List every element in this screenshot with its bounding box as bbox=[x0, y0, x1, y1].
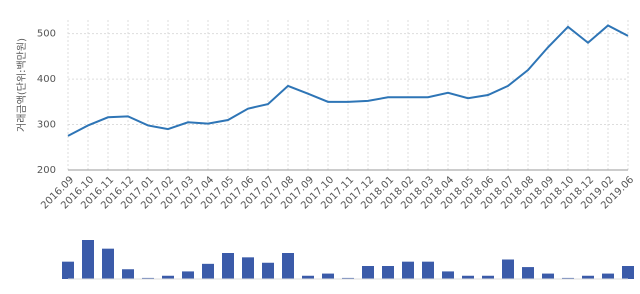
y-axis-label: 거래금액(단위:백만원) bbox=[15, 38, 28, 132]
volume-bar bbox=[522, 267, 534, 279]
volume-bar bbox=[262, 262, 274, 279]
volume-bar bbox=[482, 275, 494, 279]
volume-bar bbox=[462, 275, 474, 279]
volume-bar bbox=[622, 266, 634, 279]
volume-bar bbox=[342, 277, 354, 279]
volume-bar bbox=[162, 275, 174, 279]
volume-bar bbox=[282, 253, 294, 279]
volume-bar bbox=[502, 259, 514, 279]
volume-bar bbox=[382, 266, 394, 279]
volume-bar bbox=[322, 273, 334, 279]
volume-bar bbox=[182, 271, 194, 279]
volume-bar bbox=[102, 248, 114, 279]
volume-bar bbox=[202, 263, 214, 279]
y-tick-label: 400 bbox=[37, 74, 56, 85]
volume-bar bbox=[142, 277, 154, 279]
volume-bar bbox=[602, 273, 614, 279]
volume-bar bbox=[82, 240, 94, 279]
volume-bar bbox=[562, 277, 574, 279]
y-tick-label: 200 bbox=[37, 165, 56, 176]
volume-bar bbox=[582, 275, 594, 279]
y-tick-label: 300 bbox=[37, 120, 56, 131]
line bbox=[67, 24, 629, 137]
volume-bar bbox=[402, 261, 414, 279]
volume-bar bbox=[222, 253, 234, 279]
volume-bar bbox=[62, 261, 74, 279]
volume-bar bbox=[242, 257, 254, 279]
volume-bar bbox=[442, 271, 454, 279]
volume-bar bbox=[422, 261, 434, 279]
volume-bar bbox=[542, 273, 554, 279]
volume-bar bbox=[122, 269, 134, 279]
y-tick-label: 500 bbox=[37, 29, 56, 40]
volume-bar bbox=[362, 266, 374, 279]
volume-bar bbox=[302, 275, 314, 279]
